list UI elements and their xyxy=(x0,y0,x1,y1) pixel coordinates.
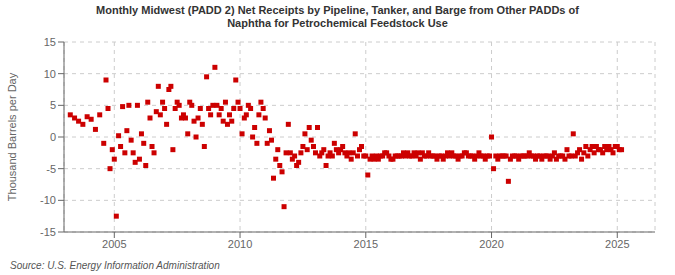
svg-text:2025: 2025 xyxy=(605,238,629,250)
svg-text:2020: 2020 xyxy=(479,238,503,250)
svg-text:5: 5 xyxy=(50,99,56,111)
html-text:Monthly Midwest (PADD 2) Net R: Monthly Midwest (PADD 2) Net Receipts by… xyxy=(96,4,579,16)
svg-text:-5: -5 xyxy=(46,163,56,175)
svg-text:10: 10 xyxy=(44,68,56,80)
html-text:Naphtha for Petrochemical Feed: Naphtha for Petrochemical Feedstock Use xyxy=(227,17,448,29)
svg-text:-15: -15 xyxy=(40,226,56,238)
svg-text:15: 15 xyxy=(44,36,56,48)
svg-text:2010: 2010 xyxy=(228,238,252,250)
svg-text:2015: 2015 xyxy=(354,238,378,250)
svg-text:Thousand Barrels per Day: Thousand Barrels per Day xyxy=(8,72,18,201)
html-text:Source: U.S. Energy Informatio: Source: U.S. Energy Information Administ… xyxy=(10,260,220,271)
svg-text:2005: 2005 xyxy=(102,238,126,250)
svg-text:-10: -10 xyxy=(40,194,56,206)
svg-text:0: 0 xyxy=(50,131,56,143)
